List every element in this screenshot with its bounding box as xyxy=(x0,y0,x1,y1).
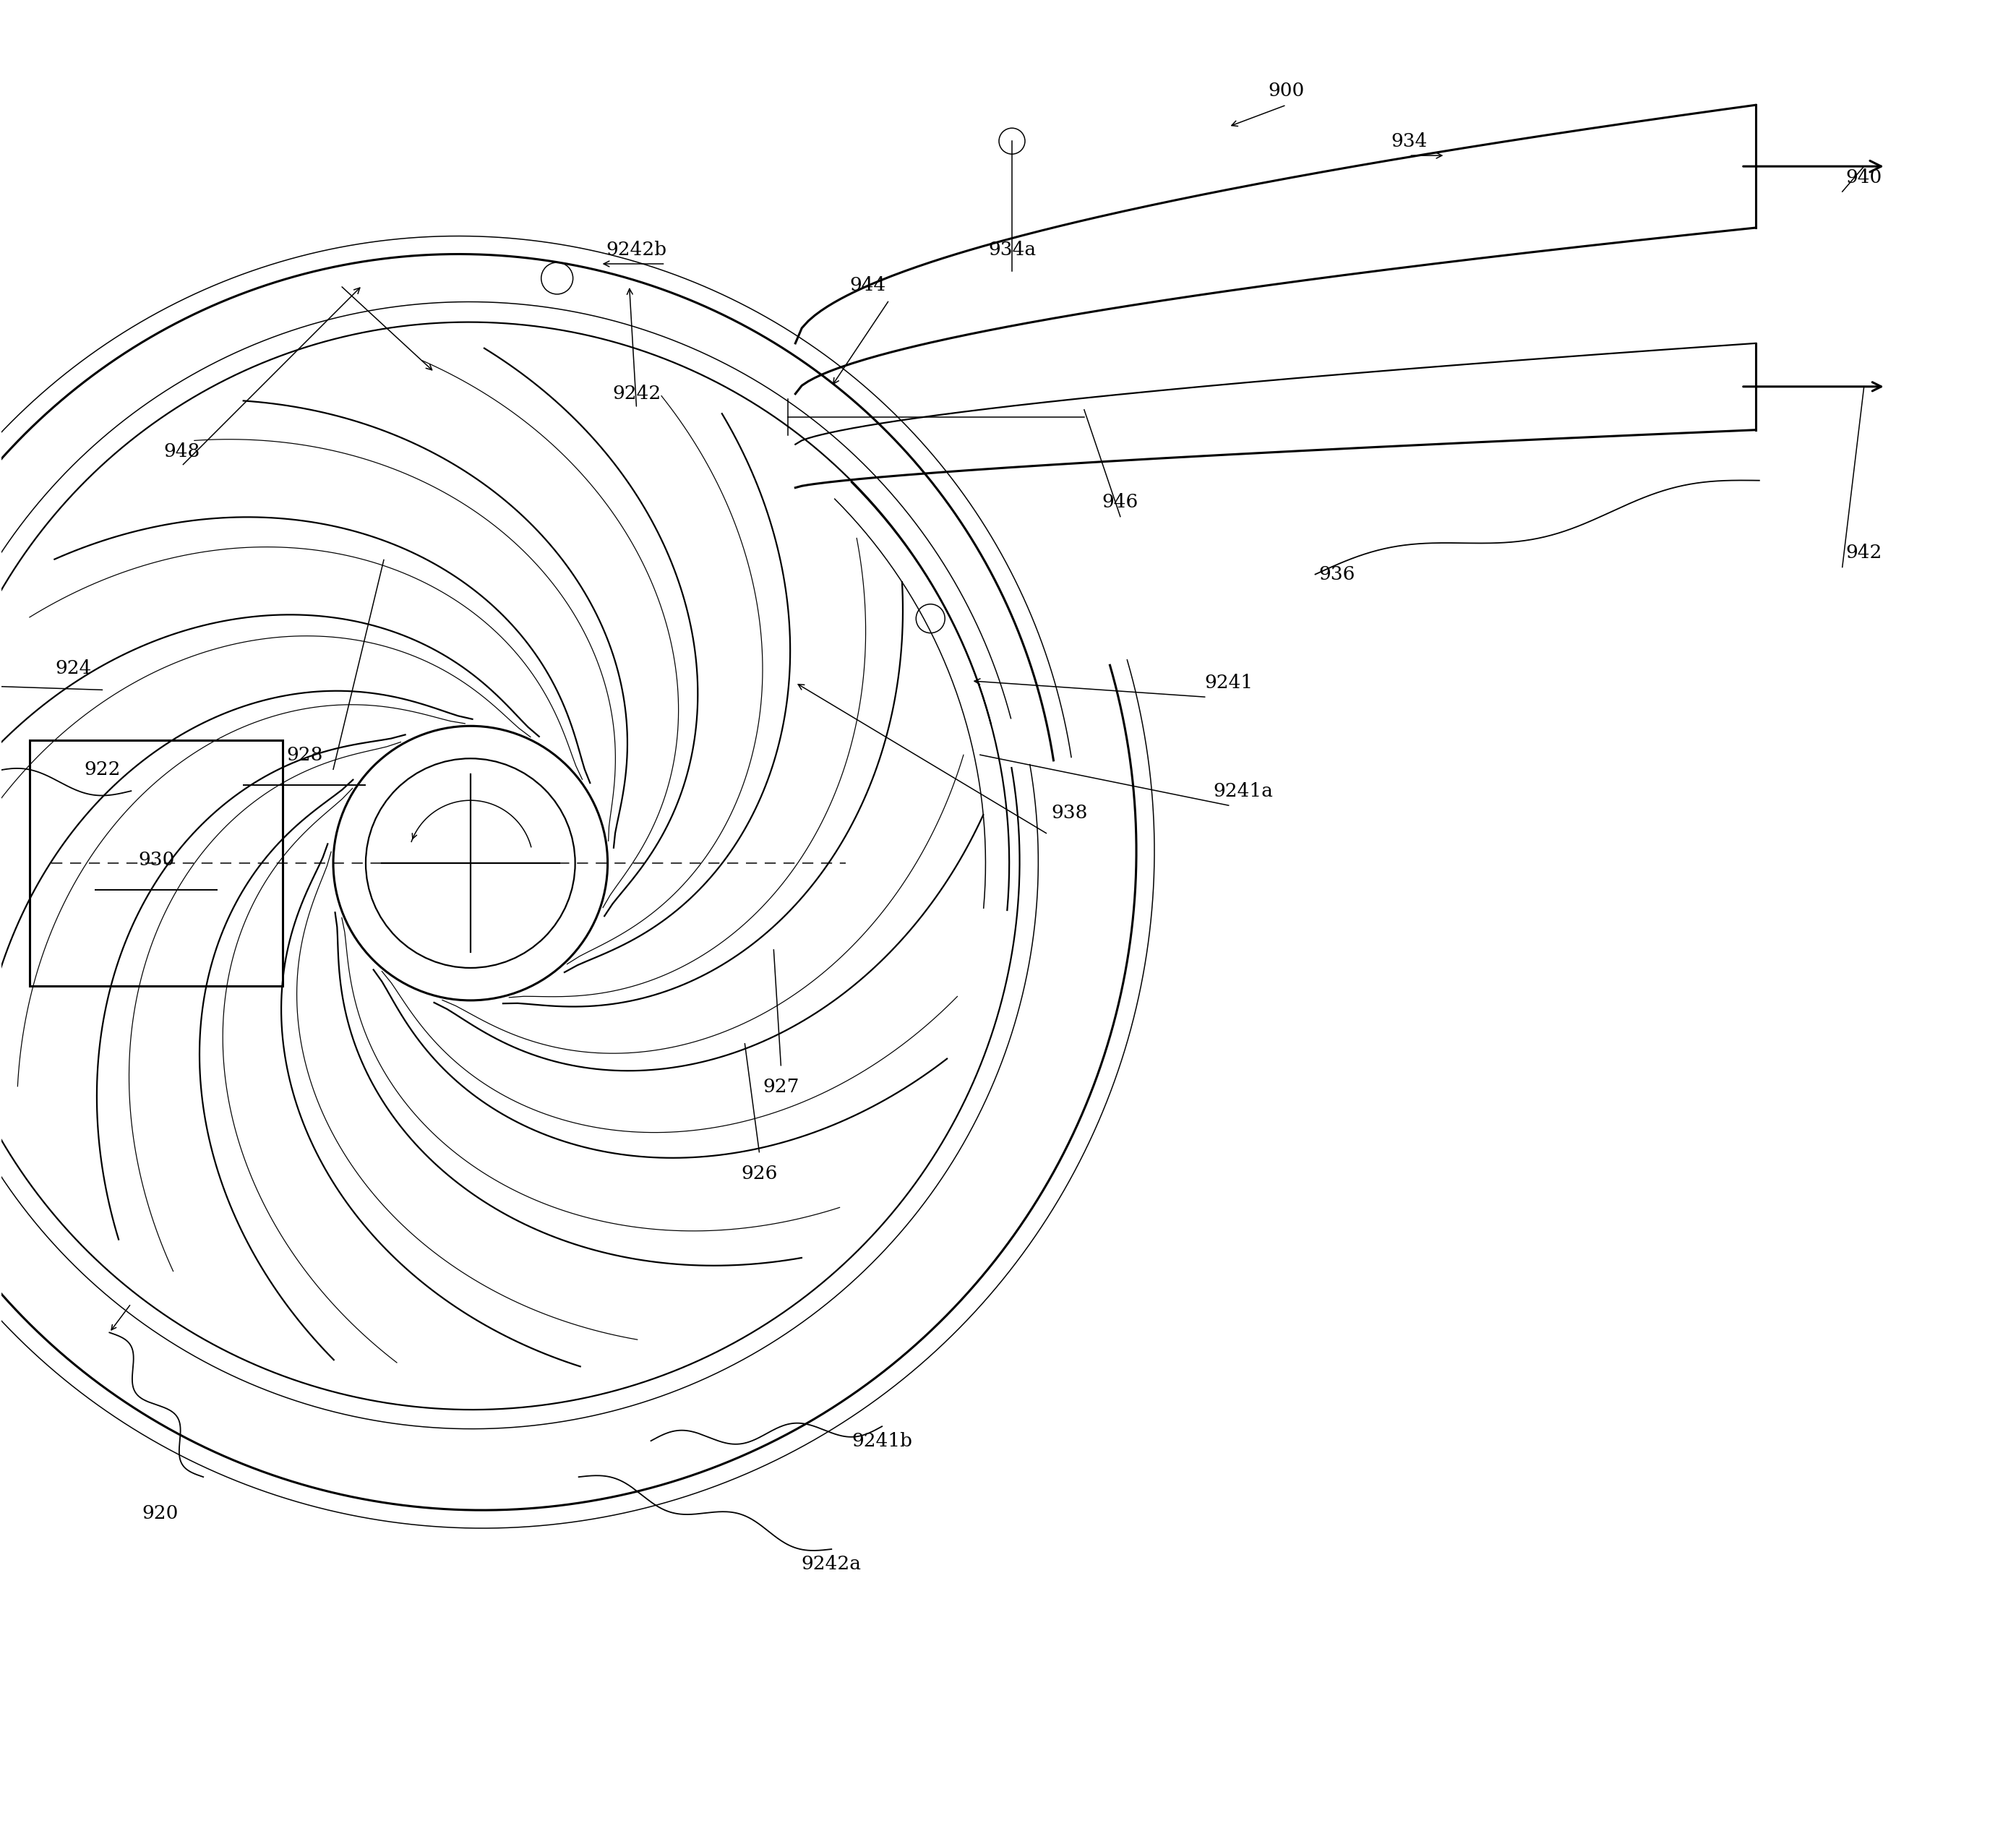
Text: 948: 948 xyxy=(163,443,200,460)
Text: 900: 900 xyxy=(1268,81,1304,99)
Text: 944: 944 xyxy=(849,276,885,294)
Text: 934: 934 xyxy=(1391,132,1427,151)
Text: 924: 924 xyxy=(54,658,91,677)
Text: 9242b: 9242b xyxy=(607,241,667,259)
Text: 920: 920 xyxy=(141,1504,177,1523)
Text: 927: 927 xyxy=(762,1078,798,1096)
Text: 936: 936 xyxy=(1318,565,1355,583)
Text: 9241b: 9241b xyxy=(851,1433,913,1449)
Text: 938: 938 xyxy=(1052,804,1089,822)
Text: 946: 946 xyxy=(1103,493,1139,511)
Text: 928: 928 xyxy=(286,747,323,763)
Text: 922: 922 xyxy=(85,760,121,778)
Text: 930: 930 xyxy=(139,850,175,868)
Text: 9241a: 9241a xyxy=(1214,782,1272,800)
Text: 9242: 9242 xyxy=(613,384,661,403)
Text: 9242a: 9242a xyxy=(802,1554,861,1572)
Text: 9241: 9241 xyxy=(1204,673,1252,691)
Text: 934a: 934a xyxy=(988,241,1036,259)
Text: 942: 942 xyxy=(1847,544,1883,561)
Text: 940: 940 xyxy=(1847,167,1883,186)
Text: 926: 926 xyxy=(742,1164,778,1182)
Bar xyxy=(30,741,282,986)
